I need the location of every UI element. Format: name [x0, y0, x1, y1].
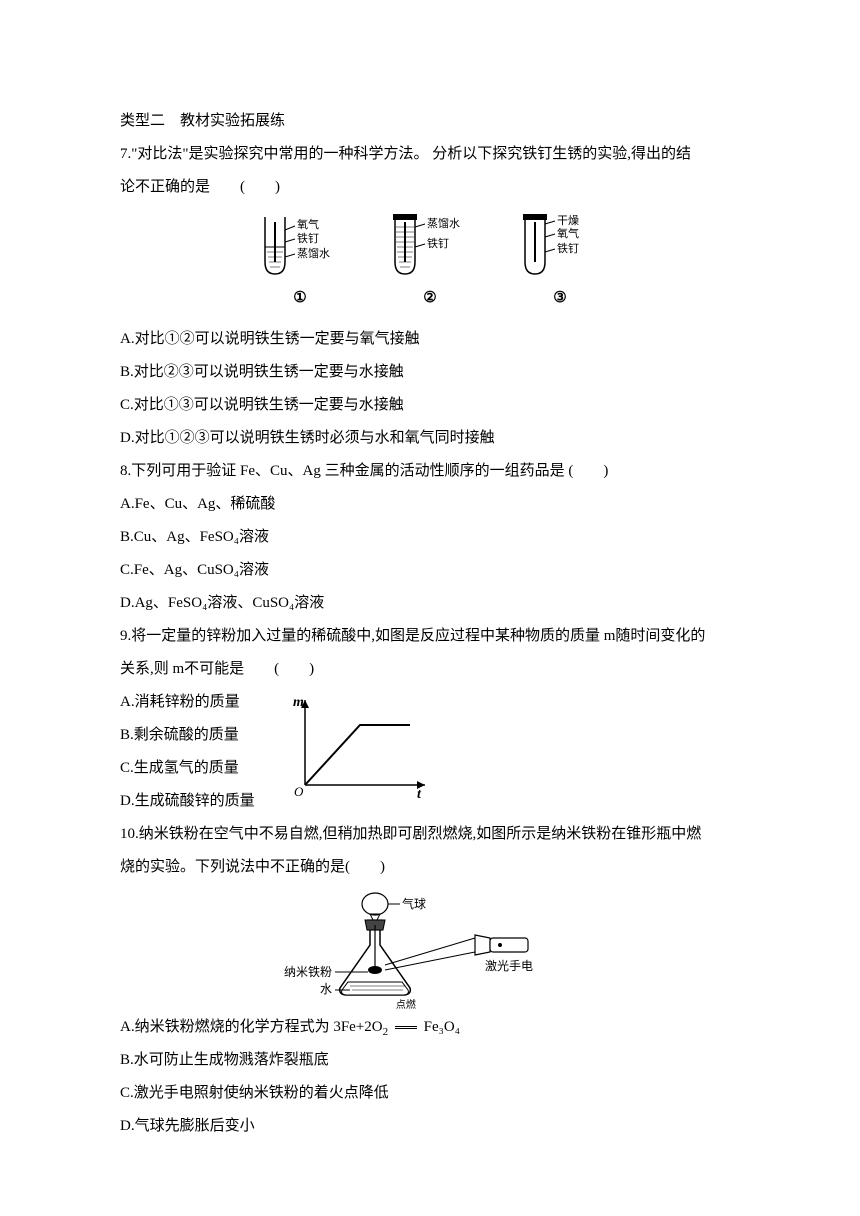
q10-stem-line2: 烧的实验。下列说法中不正确的是( ) — [120, 851, 740, 884]
svg-text:铁钉: 铁钉 — [297, 232, 319, 245]
svg-text:纳米铁粉: 纳米铁粉 — [284, 965, 332, 979]
q9-stem-line1: 9.将一定量的锌粉加入过量的稀硫酸中,如图是反应过程中某种物质的质量 m随时间变… — [120, 620, 740, 653]
section-heading: 类型二 教材实验拓展练 — [120, 105, 740, 138]
q8-stem: 8.下列可用于验证 Fe、Cu、Ag 三种金属的活动性顺序的一组药品是 ( ) — [120, 455, 740, 488]
q8-opt-b: B.Cu、Ag、FeSO₄溶液 — [120, 521, 740, 554]
q10-opt-b: B.水可防止生成物溅落炸裂瓶底 — [120, 1044, 740, 1077]
q7-opt-a: A.对比①②可以说明铁生锈一定要与氧气接触 — [120, 323, 740, 356]
q9-opt-c: C.生成氢气的质量 — [120, 752, 255, 785]
tube-3: 干燥 氧气 铁钉 ③ — [515, 212, 605, 315]
q7-figure: 氧气 铁钉 蒸馏水 ① 蒸馏水 铁钉 ② — [120, 212, 740, 315]
q10-stem-line1: 10.纳米铁粉在空气中不易自燃,但稍加热即可剧烈燃烧,如图所示是纳米铁粉在锥形瓶… — [120, 818, 740, 851]
q9-opt-d: D.生成硫酸锌的质量 — [120, 785, 255, 818]
q10-opt-a-prefix: A.纳米铁粉燃烧的化学方程式为 3Fe+2O — [120, 1019, 383, 1035]
q9-block: A.消耗锌粉的质量 B.剩余硫酸的质量 C.生成氢气的质量 D.生成硫酸锌的质量… — [120, 686, 740, 818]
svg-text:铁钉: 铁钉 — [427, 237, 449, 250]
svg-text:t: t — [417, 787, 422, 800]
q10-opt-c: C.激光手电照射使纳米铁粉的着火点降低 — [120, 1077, 740, 1110]
svg-text:蒸馏水: 蒸馏水 — [427, 216, 460, 230]
equation-arrow-icon: 点燃 — [392, 1011, 420, 1044]
q8-opt-c: C.Fe、Ag、CuSO₄溶液 — [120, 554, 740, 587]
svg-text:水: 水 — [320, 982, 332, 996]
q8-opt-d: D.Ag、FeSO₄溶液、CuSO₄溶液 — [120, 587, 740, 620]
flask-svg: 气球 纳米铁粉 水 激光手电 — [280, 890, 580, 1005]
q9-opt-a: A.消耗锌粉的质量 — [120, 686, 255, 719]
svg-text:m: m — [293, 695, 304, 710]
tube-3-svg: 干燥 氧气 铁钉 — [515, 212, 605, 282]
q9-graph: m O t — [285, 690, 435, 800]
tube-3-num: ③ — [553, 282, 566, 315]
svg-text:氧气: 氧气 — [297, 217, 319, 231]
q7-opt-c: C.对比①③可以说明铁生锈一定要与水接触 — [120, 389, 740, 422]
tube-1: 氧气 铁钉 蒸馏水 ① — [255, 212, 345, 315]
svg-text:气球: 气球 — [402, 896, 426, 911]
q10-opt-a: A.纳米铁粉燃烧的化学方程式为 3Fe+2O2 点燃 Fe₃O₄ — [120, 1011, 740, 1044]
q7-stem-line2: 论不正确的是 ( ) — [120, 171, 740, 204]
svg-text:激光手电: 激光手电 — [485, 959, 533, 973]
q10-opt-d: D.气球先膨胀后变小 — [120, 1110, 740, 1143]
svg-text:O: O — [294, 784, 304, 799]
q9-stem-line2: 关系,则 m不可能是 ( ) — [120, 653, 740, 686]
svg-text:干燥: 干燥 — [557, 214, 579, 227]
tube-2: 蒸馏水 铁钉 ② — [385, 212, 475, 315]
q7-opt-d: D.对比①②③可以说明铁生锈时必须与水和氧气同时接触 — [120, 422, 740, 455]
svg-text:氧气: 氧气 — [557, 226, 579, 240]
q7-stem-line1: 7."对比法"是实验探究中常用的一种科学方法。 分析以下探究铁钉生锈的实验,得出… — [120, 138, 740, 171]
q9-opt-b: B.剩余硫酸的质量 — [120, 719, 255, 752]
tube-2-svg: 蒸馏水 铁钉 — [385, 212, 475, 282]
tube-2-num: ② — [423, 282, 436, 315]
tube-1-svg: 氧气 铁钉 蒸馏水 — [255, 212, 345, 282]
q8-opt-a: A.Fe、Cu、Ag、稀硫酸 — [120, 488, 740, 521]
tube-1-num: ① — [293, 282, 306, 315]
svg-text:铁钉: 铁钉 — [557, 242, 579, 255]
q7-opt-b: B.对比②③可以说明铁生锈一定要与水接触 — [120, 356, 740, 389]
svg-text:蒸馏水: 蒸馏水 — [297, 246, 330, 260]
q10-figure: 气球 纳米铁粉 水 激光手电 — [120, 890, 740, 1005]
q10-opt-a-suffix: Fe₃O₄ — [424, 1019, 460, 1035]
